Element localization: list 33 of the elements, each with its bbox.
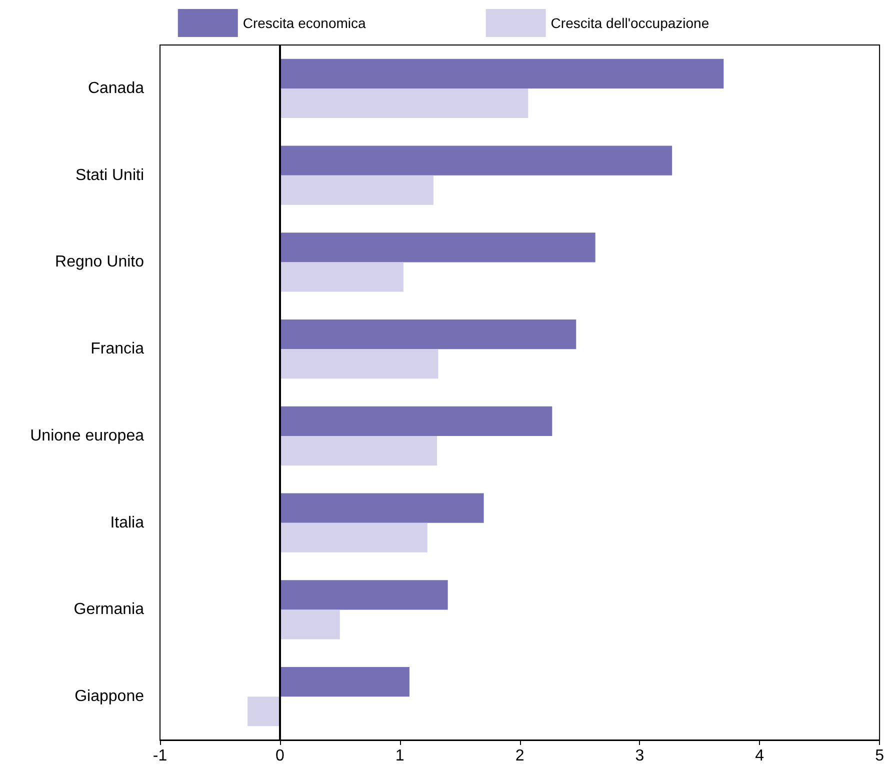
bar — [280, 262, 404, 292]
bar — [280, 88, 528, 118]
y-tick-label: Francia — [90, 340, 144, 358]
bar — [280, 349, 438, 379]
y-tick-label: Germania — [74, 601, 144, 618]
y-tick-label: Unione europea — [30, 427, 144, 444]
bar — [280, 146, 672, 176]
x-tick-label: 2 — [515, 748, 524, 764]
legend-label: Crescita dell'occupazione — [550, 15, 710, 31]
x-tick-label: 4 — [755, 748, 764, 764]
x-tick-label: 5 — [875, 748, 884, 764]
bar — [280, 406, 552, 436]
y-tick-label: Italia — [110, 514, 144, 532]
bar — [248, 696, 280, 726]
bar — [280, 175, 434, 205]
legend-label: Crescita economica — [242, 15, 366, 31]
bar — [280, 667, 410, 697]
y-tick-label: Canada — [88, 80, 144, 97]
bar — [280, 58, 724, 88]
x-tick-label: -1 — [152, 748, 168, 764]
x-tick-label: 0 — [275, 748, 284, 764]
bar — [280, 320, 576, 350]
bar — [280, 493, 484, 523]
bar — [280, 580, 448, 610]
y-tick-label: Regno Unito — [55, 254, 144, 271]
y-tick-label: Stati Uniti — [76, 166, 144, 184]
x-tick-label: 3 — [635, 748, 644, 764]
bar — [280, 436, 438, 466]
x-tick-label: 1 — [395, 748, 404, 764]
bar — [280, 522, 428, 552]
bar — [280, 610, 340, 640]
y-tick-label: Giappone — [74, 688, 144, 706]
bar — [280, 232, 596, 262]
